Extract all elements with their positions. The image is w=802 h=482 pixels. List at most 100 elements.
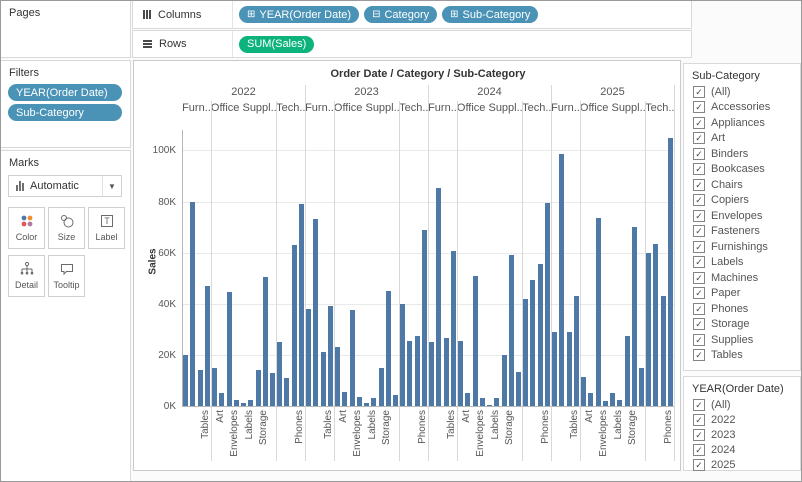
bar[interactable] (624, 335, 630, 406)
bar[interactable] (429, 342, 435, 406)
bar[interactable] (378, 367, 384, 406)
bar[interactable] (523, 298, 529, 406)
bar[interactable] (501, 354, 507, 406)
checkbox-checked-icon[interactable]: ✓ (693, 194, 705, 207)
pill-sub-category[interactable]: ⊞ Sub-Category (442, 6, 539, 23)
bar[interactable] (226, 292, 232, 406)
bar[interactable] (255, 370, 261, 406)
bar[interactable] (646, 252, 652, 406)
bar[interactable] (667, 137, 673, 406)
pages-shelf[interactable]: Pages (1, 1, 131, 58)
bar[interactable] (349, 310, 355, 406)
checkbox-checked-icon[interactable]: ✓ (693, 443, 705, 456)
bar[interactable] (335, 347, 341, 406)
bar[interactable] (212, 367, 218, 406)
checkbox-checked-icon[interactable]: ✓ (693, 333, 705, 346)
year-filter-item[interactable]: ✓ 2023 (684, 427, 800, 442)
bar[interactable] (197, 370, 203, 406)
bar[interactable] (183, 354, 189, 406)
bar[interactable] (385, 291, 391, 406)
bar[interactable] (472, 275, 478, 406)
bar[interactable] (298, 204, 304, 406)
year-filter-item[interactable]: ✓ (All) (684, 397, 800, 412)
checkbox-checked-icon[interactable]: ✓ (693, 178, 705, 191)
checkbox-checked-icon[interactable]: ✓ (693, 413, 705, 426)
minus-box-icon[interactable]: ⊟ (372, 8, 381, 20)
subcategory-filter-item[interactable]: ✓ Binders (684, 146, 800, 162)
bar[interactable] (638, 367, 644, 406)
bar[interactable] (617, 399, 623, 406)
subcategory-filter-item[interactable]: ✓ Phones (684, 301, 800, 317)
bar[interactable] (552, 331, 558, 406)
checkbox-checked-icon[interactable]: ✓ (693, 225, 705, 238)
filter-pill-year-order-date[interactable]: YEAR(Order Date) (8, 84, 122, 101)
bar[interactable] (356, 397, 362, 406)
mark-type-dropdown[interactable]: Automatic ▼ (8, 175, 122, 197)
rows-shelf[interactable]: Rows SUM(Sales) (132, 30, 692, 58)
subcategory-filter-item[interactable]: ✓ (All) (684, 84, 800, 100)
bar[interactable] (443, 338, 449, 406)
subcategory-filter-item[interactable]: ✓ Bookcases (684, 162, 800, 178)
subcategory-filter-item[interactable]: ✓ Chairs (684, 177, 800, 193)
subcategory-filter-item[interactable]: ✓ Fasteners (684, 224, 800, 240)
bar[interactable] (269, 372, 275, 406)
checkbox-checked-icon[interactable]: ✓ (693, 318, 705, 331)
bar[interactable] (610, 393, 615, 406)
size-button[interactable]: Size (48, 207, 85, 249)
year-filter-item[interactable]: ✓ 2024 (684, 442, 800, 457)
bar[interactable] (631, 227, 637, 406)
bar[interactable] (544, 202, 550, 406)
bar[interactable] (392, 394, 398, 406)
checkbox-checked-icon[interactable]: ✓ (693, 240, 705, 253)
bar[interactable] (342, 391, 348, 406)
bar[interactable] (371, 398, 377, 406)
bar[interactable] (284, 377, 290, 406)
bar[interactable] (602, 400, 608, 406)
subcategory-filter-item[interactable]: ✓ Supplies (684, 332, 800, 348)
checkbox-checked-icon[interactable]: ✓ (693, 132, 705, 145)
bar[interactable] (204, 285, 210, 406)
columns-shelf[interactable]: Columns ⊞ YEAR(Order Date) ⊟ Category ⊞ Sub… (132, 1, 692, 29)
tooltip-button[interactable]: Tooltip (48, 255, 85, 297)
bar[interactable] (277, 342, 283, 406)
bar[interactable] (581, 376, 587, 406)
bar[interactable] (487, 404, 492, 406)
bar[interactable] (414, 335, 420, 406)
bar[interactable] (515, 371, 521, 406)
color-button[interactable]: Color (8, 207, 45, 249)
bar[interactable] (450, 251, 456, 406)
subcategory-filter-item[interactable]: ✓ Storage (684, 317, 800, 333)
pill-year-order-date[interactable]: ⊞ YEAR(Order Date) (239, 6, 360, 23)
checkbox-checked-icon[interactable]: ✓ (693, 147, 705, 160)
checkbox-checked-icon[interactable]: ✓ (693, 428, 705, 441)
subcategory-filter-item[interactable]: ✓ Labels (684, 255, 800, 271)
checkbox-checked-icon[interactable]: ✓ (693, 458, 705, 471)
checkbox-checked-icon[interactable]: ✓ (693, 302, 705, 315)
bar[interactable] (537, 264, 543, 406)
year-filter-item[interactable]: ✓ 2025 (684, 457, 800, 472)
subcategory-filter-item[interactable]: ✓ Tables (684, 348, 800, 364)
checkbox-checked-icon[interactable]: ✓ (693, 101, 705, 114)
year-filter-item[interactable]: ✓ 2022 (684, 412, 800, 427)
bar[interactable] (421, 229, 427, 406)
bar[interactable] (364, 403, 369, 406)
subcategory-filter-item[interactable]: ✓ Machines (684, 270, 800, 286)
checkbox-checked-icon[interactable]: ✓ (693, 209, 705, 222)
subcategory-filter-item[interactable]: ✓ Accessories (684, 100, 800, 116)
bar[interactable] (595, 218, 601, 406)
bar[interactable] (530, 279, 536, 406)
bar[interactable] (190, 201, 196, 406)
bar[interactable] (248, 399, 254, 406)
subcategory-filter-item[interactable]: ✓ Furnishings (684, 239, 800, 255)
label-button[interactable]: T Label (88, 207, 125, 249)
checkbox-checked-icon[interactable]: ✓ (693, 256, 705, 269)
bar[interactable] (566, 331, 572, 406)
bar[interactable] (494, 398, 500, 406)
detail-button[interactable]: Detail (8, 255, 45, 297)
bar[interactable] (479, 398, 485, 406)
bar[interactable] (573, 296, 579, 406)
checkbox-checked-icon[interactable]: ✓ (693, 116, 705, 129)
filter-pill-sub-category[interactable]: Sub-Category (8, 104, 122, 121)
bar[interactable] (465, 393, 471, 406)
checkbox-checked-icon[interactable]: ✓ (693, 163, 705, 176)
